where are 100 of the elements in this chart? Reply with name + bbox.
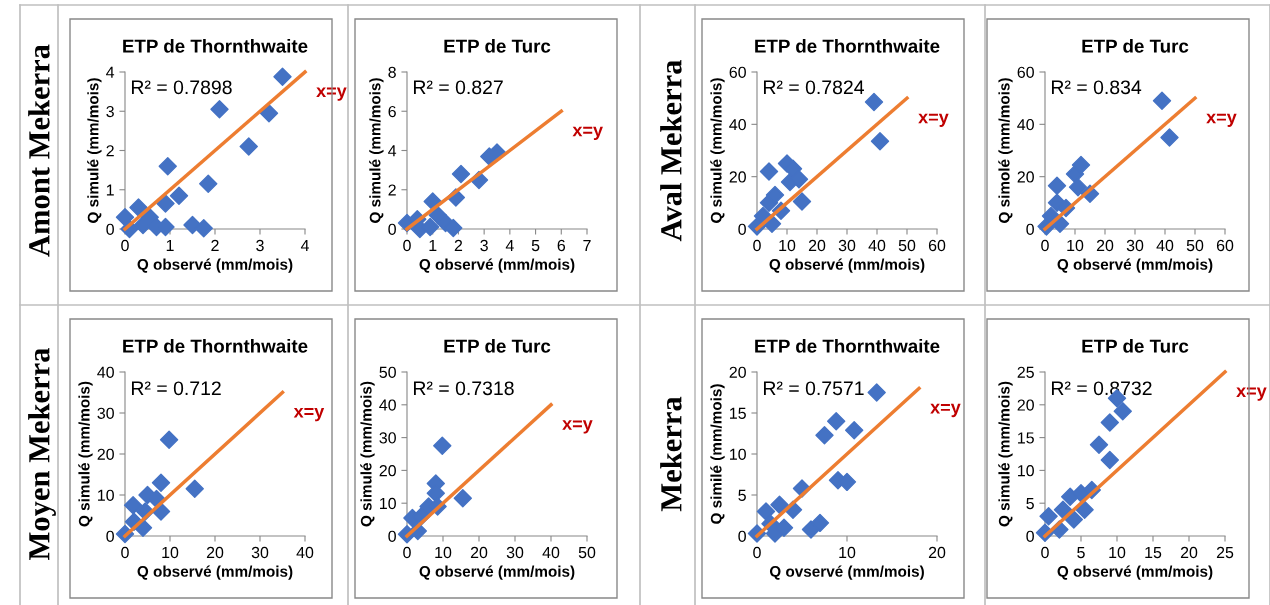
point <box>169 186 189 205</box>
x-tick-label: 15 <box>1145 547 1162 559</box>
y-tick-label: 40 <box>1017 118 1034 131</box>
y-tick-label: 0 <box>738 223 746 235</box>
y-axis-title: Q simulé (mm/mois) <box>87 78 102 223</box>
y-tick-label: 6 <box>388 105 396 118</box>
x-tick-label: 60 <box>1216 239 1234 252</box>
text: Mekerra <box>660 396 682 512</box>
x-tick-label: 0 <box>403 239 411 252</box>
x-tick-label: 0 <box>753 546 761 559</box>
y-tick-label: 0 <box>106 530 114 542</box>
point <box>151 473 171 492</box>
y-tick-label: 40 <box>729 118 746 131</box>
y-tick-label: 3 <box>106 105 114 118</box>
point <box>115 208 135 227</box>
series-label: x=y <box>572 126 603 140</box>
annotation: R² = 0.7571 <box>763 381 864 396</box>
series-label: x=y <box>1206 113 1237 127</box>
point <box>810 513 830 533</box>
series-label: x=y <box>930 403 961 418</box>
point <box>1075 500 1094 519</box>
y-tick-label: 10 <box>98 489 114 501</box>
x-axis-title: Q observé (mm/mois) <box>419 565 575 580</box>
point <box>1071 155 1091 175</box>
y-tick-label: 60 <box>729 66 746 78</box>
y-axis-title: Q simulé (mm/mois) <box>998 381 1013 527</box>
x-tick-label: 5 <box>1077 547 1085 559</box>
x-tick-label: 20 <box>1180 546 1198 559</box>
point <box>210 100 229 119</box>
point <box>259 104 279 123</box>
point <box>453 489 473 508</box>
y-tick-label: 60 <box>1017 66 1034 78</box>
y-tick-label: 0 <box>106 223 114 235</box>
point <box>826 411 846 431</box>
x-tick-label: 20 <box>808 239 826 252</box>
y-tick-label: 4 <box>388 145 397 157</box>
x-tick-label: 10 <box>162 546 179 559</box>
point <box>444 218 463 238</box>
series-label: x=y <box>293 407 325 422</box>
x-tick-label: 0 <box>121 546 129 559</box>
x-tick-label: 3 <box>480 239 488 252</box>
y-axis-title: Q similé (mm/mois) <box>710 384 725 524</box>
point <box>864 92 884 112</box>
x-tick-label: 20 <box>206 546 224 559</box>
chart-title: ETP de Turc <box>444 338 551 353</box>
y-tick-label: 20 <box>729 366 746 378</box>
y-tick-label: 15 <box>1018 432 1034 444</box>
point <box>1039 507 1058 526</box>
x-tick-label: 40 <box>296 546 314 559</box>
chart-title: ETP de Thornthwaite <box>755 338 940 353</box>
annotation: R² = 0.7898 <box>132 80 232 95</box>
annotation: R² = 0.834 <box>1052 80 1142 95</box>
x-tick-label: 50 <box>578 546 596 559</box>
point <box>867 383 886 402</box>
text: Aval Mekerra <box>660 60 682 242</box>
x-tick-label: 7 <box>583 240 591 251</box>
point <box>239 137 258 156</box>
x-tick-label: 2 <box>454 239 463 251</box>
y-tick-label: 0 <box>388 530 396 542</box>
y-tick-label: 2 <box>388 184 396 196</box>
chart-title: ETP de Thornthwaite <box>123 38 308 53</box>
x-tick-label: 20 <box>1096 239 1114 252</box>
point <box>1100 413 1120 432</box>
y-tick-label: 2 <box>106 145 114 157</box>
y-tick-label: 5 <box>1026 498 1034 510</box>
point <box>792 192 812 211</box>
y-axis-title: Q simulé (mm/mois) <box>360 381 375 527</box>
x-axis-title: Q observé (mm/mois) <box>137 565 293 580</box>
x-axis-title: Q observé (mm/mois) <box>769 258 925 273</box>
x-tick-label: 10 <box>779 239 796 252</box>
point <box>123 496 143 515</box>
point <box>1053 500 1073 519</box>
y-tick-label: 20 <box>379 465 396 477</box>
x-axis-title: Q observé (mm/mois) <box>1057 565 1213 580</box>
x-tick-label: 10 <box>435 546 452 559</box>
point <box>1047 176 1067 196</box>
y-axis-title: Q simulé (mm/mois) <box>78 381 93 527</box>
point <box>158 156 177 176</box>
series-label: x=y <box>562 420 593 434</box>
point <box>1068 177 1088 197</box>
y-tick-label: 30 <box>97 407 114 419</box>
annotation: R² = 0.712 <box>132 381 221 396</box>
point <box>1100 450 1120 470</box>
point <box>451 164 471 184</box>
chart-title: ETP de Thornthwaite <box>123 338 308 353</box>
x-tick-label: 3 <box>256 239 264 252</box>
x-tick-label: 1 <box>429 240 437 251</box>
y-tick-label: 20 <box>1017 399 1034 411</box>
y-tick-label: 1 <box>106 184 114 196</box>
y-tick-label: 0 <box>1026 530 1034 542</box>
y-tick-label: 20 <box>1017 171 1034 183</box>
point <box>815 425 834 445</box>
point <box>844 421 864 440</box>
x-tick-label: 25 <box>1216 546 1234 559</box>
x-tick-label: 10 <box>1109 546 1126 559</box>
y-tick-label: 40 <box>97 366 114 378</box>
point <box>433 436 452 456</box>
chart-title: ETP de Thornthwaite <box>755 38 940 53</box>
x-tick-label: 30 <box>1126 239 1144 252</box>
x-tick-label: 5 <box>531 240 540 252</box>
